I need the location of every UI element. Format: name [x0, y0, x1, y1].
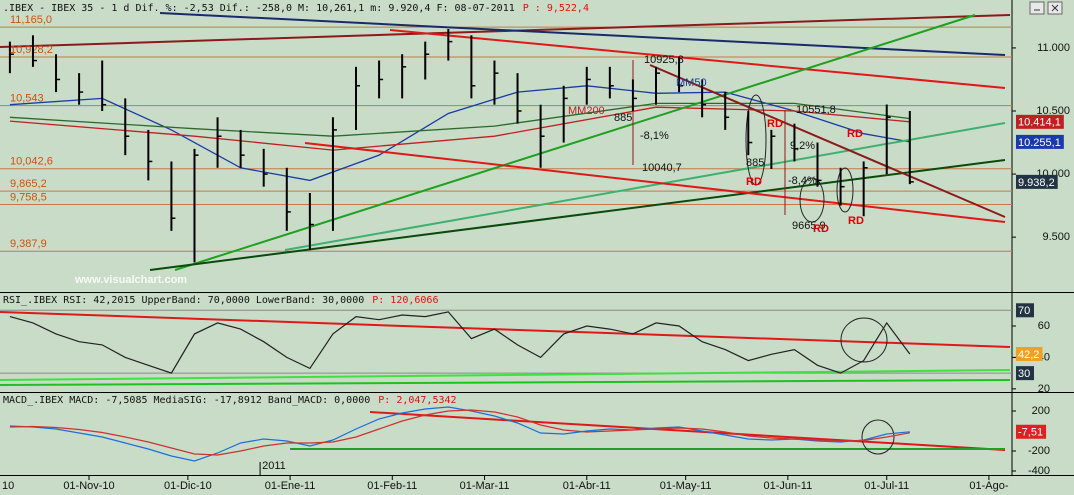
x-tick-label: 10 [2, 480, 14, 492]
indicator-line [9, 311, 911, 374]
watermark: www.visualchart.com [74, 274, 187, 286]
panel-title: MACD_.IBEX MACD: -7,5085 MediaSIG: -17,8… [3, 395, 370, 406]
x-tick-label: 01-Jun-11 [763, 480, 812, 492]
annotation: 10551,8 [796, 104, 836, 116]
indicator-line [9, 409, 910, 456]
annotation: RD [847, 128, 863, 140]
level-label: 9,758,5 [10, 191, 47, 203]
panel-title-extra: P: 2,047,5342 [378, 395, 456, 406]
annotation: -8,1% [640, 130, 669, 142]
band-box-label: 30 [1018, 368, 1030, 380]
trendline [174, 14, 976, 271]
last-value-box [1016, 346, 1043, 361]
trendline [159, 12, 1006, 56]
last-value-box-label: 10.414,1 [1018, 117, 1061, 129]
y-tick-label: 10.500 [1036, 105, 1070, 117]
chart-header: .IBEX - IBEX 35 - 1 d Dif. %: -2,53 Dif.… [3, 3, 515, 14]
trendlines [0, 12, 1011, 455]
x-tick-label: 01-Ene-11 [265, 480, 316, 492]
series-name: MM200 [568, 105, 605, 117]
panel-title: RSI_.IBEX RSI: 42,2015 UpperBand: 70,000… [3, 295, 364, 306]
trendline [0, 311, 1011, 348]
x-tick-label: 01-Mar-11 [460, 480, 510, 492]
trendline [149, 159, 1006, 271]
year-label: 2011 [262, 460, 286, 472]
level-label: 9,387,9 [10, 238, 47, 250]
trendline [304, 142, 1006, 223]
icon [1051, 4, 1059, 12]
y-tick-label: 200 [1032, 405, 1050, 417]
last-value-box-label: 42,2 [1018, 349, 1039, 361]
annotation: 9,2% [790, 140, 815, 152]
last-value-box [1016, 114, 1064, 129]
annotation: 885 [746, 157, 764, 169]
trendline [649, 64, 1006, 218]
window-controls [1029, 1, 1063, 15]
last-value-box [1016, 134, 1064, 149]
x-tick-label: 01-Ago- [969, 480, 1008, 492]
trendline [369, 411, 1006, 451]
y-tick-label: -400 [1028, 465, 1050, 477]
close-value-box-label: 9.938,2 [1018, 177, 1055, 189]
y-tick-label: 11.000 [1037, 42, 1070, 54]
x-tick-label: 01-Abr-11 [563, 480, 611, 492]
annotation: RD [767, 118, 783, 130]
highlight-ellipse [836, 167, 854, 213]
last-value-box-label: 10.255,1 [1018, 137, 1061, 149]
y-tick-label: 20 [1038, 383, 1050, 395]
trendline [0, 379, 1011, 386]
highlight-ellipse [861, 419, 895, 455]
highlight-ellipse [745, 94, 767, 186]
moving-average [9, 102, 910, 137]
annotation: RD [848, 215, 864, 227]
trendline [0, 369, 1011, 381]
level-label: 10,042,6 [10, 156, 53, 168]
annotation: 9665,9 [792, 220, 826, 232]
x-tick-label: 01-May-11 [660, 480, 712, 492]
panel-title-extra: P: 120,6066 [372, 295, 438, 306]
last-value-box-label: -7,51 [1018, 427, 1043, 439]
indicator-line [9, 406, 910, 462]
x-tick-label: 01-Feb-11 [367, 480, 417, 492]
y-tick-label: 60 [1038, 320, 1050, 332]
highlight-ellipse [799, 177, 825, 223]
band-box-label: 70 [1018, 305, 1030, 317]
band-box [1016, 366, 1034, 381]
level-label: 11,165,0 [10, 14, 52, 26]
level-label: 9,865,2 [10, 178, 47, 190]
highlight-ellipse [840, 317, 888, 363]
trendline [284, 122, 1006, 251]
annotation: RD [813, 223, 829, 235]
annotation: RD [746, 176, 762, 188]
close-value-box [1016, 174, 1058, 189]
annotation: -8,4% [788, 175, 817, 187]
moving-average [9, 106, 910, 151]
level-label: 10,928,2 [10, 44, 53, 56]
annotation: 10925,8 [644, 54, 684, 66]
x-tick-label: 01-Nov-10 [63, 480, 114, 492]
annotation: 10040,7 [642, 162, 682, 174]
band-box [1016, 303, 1034, 318]
level-label: 10,543 [10, 92, 44, 104]
series-name: MM50 [676, 77, 707, 89]
last-value-box [1016, 424, 1047, 439]
x-tick-label: 01-Dic-10 [164, 480, 212, 492]
x-tick-label: 01-Jul-11 [864, 480, 909, 492]
chart-header-extra: P : 9,522,4 [523, 3, 589, 14]
trendline [389, 29, 1006, 89]
moving-average [9, 85, 910, 182]
annotation: 885 [614, 112, 632, 124]
minimize-button[interactable] [1029, 1, 1045, 15]
y-tick-label: 9.500 [1042, 231, 1070, 243]
y-tick-label: -200 [1028, 445, 1050, 457]
